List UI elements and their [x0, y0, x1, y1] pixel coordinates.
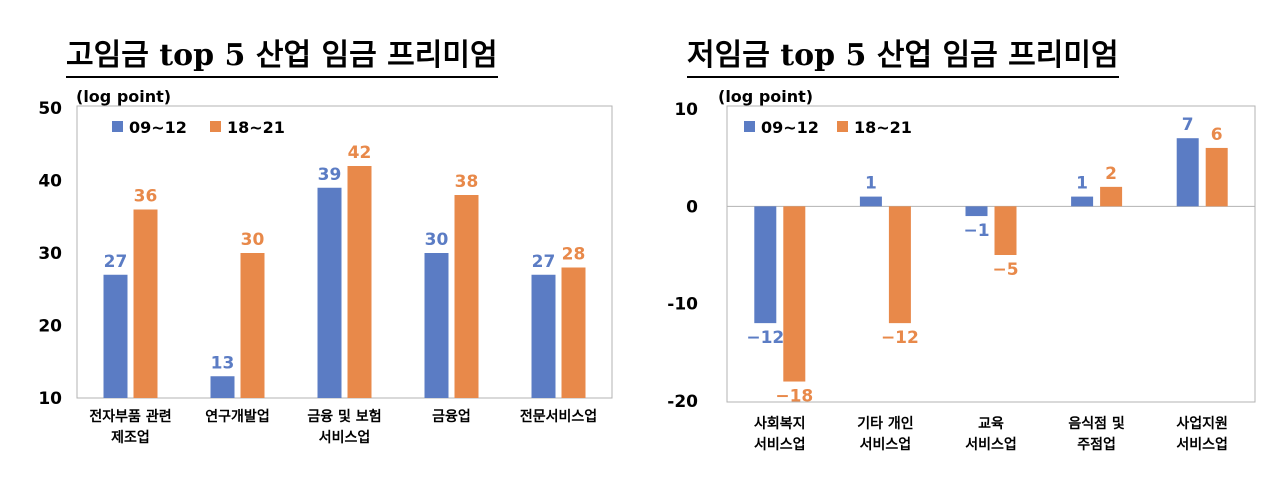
bar-09~12	[424, 253, 449, 398]
plot-area-border	[726, 105, 1256, 403]
y-tick-label: 30	[38, 244, 62, 264]
chart-title-high-wage: 고임금 top 5 산업 임금 프리미엄	[66, 38, 498, 78]
bar-09~12	[1176, 138, 1199, 207]
bar-09~12	[103, 274, 128, 398]
bar-18~21	[994, 206, 1017, 255]
category-label: 제조업	[111, 430, 150, 446]
y-tick-label: 50	[38, 99, 62, 119]
bar-09~12	[1071, 196, 1094, 207]
bar-09~12	[965, 206, 988, 217]
category-label: 사업지원	[1176, 416, 1228, 432]
data-label: −1	[963, 221, 989, 241]
data-label: 30	[241, 230, 265, 250]
y-tick-label: 20	[38, 317, 62, 337]
category-label: 주점업	[1077, 436, 1116, 453]
data-label: 7	[1182, 115, 1194, 135]
category-label: 서비스업	[860, 437, 912, 453]
category-label: 전자부품 관련	[89, 408, 171, 425]
data-label: 28	[562, 245, 586, 265]
legend-swatch	[112, 121, 123, 132]
chart-high-wage: (log point) 10 20 30 40 50 09~12 18~21 27 36 전자부품 …	[38, 87, 613, 446]
y-tick-label: 10	[38, 389, 62, 409]
category-label: 기타 개인	[857, 415, 913, 432]
data-label: 13	[211, 353, 235, 373]
category-label: 사회복지	[754, 416, 806, 432]
legend-swatch	[837, 121, 848, 132]
legend-swatch	[210, 121, 221, 132]
bar-18~21	[240, 253, 265, 398]
bar-18~21	[133, 209, 158, 398]
category-label: 서비스업	[754, 437, 806, 453]
unit-label: (log point)	[76, 87, 171, 106]
y-tick-label: -10	[667, 295, 698, 315]
data-label: 6	[1211, 125, 1223, 145]
legend-swatch	[744, 121, 755, 132]
bar-18~21	[347, 166, 372, 398]
category-label: 서비스업	[965, 437, 1017, 453]
data-label: 42	[348, 143, 372, 163]
category-label: 서비스업	[1176, 437, 1228, 453]
bar-09~12	[859, 196, 882, 207]
category-label: 금융 및 보험	[307, 408, 381, 425]
data-label: 1	[865, 174, 877, 194]
category-label: 음식점 및	[1068, 415, 1125, 432]
plot-area-border	[76, 105, 613, 399]
data-label: 27	[104, 252, 128, 272]
chart-title-low-wage: 저임금 top 5 산업 임금 프리미엄	[687, 38, 1119, 78]
y-tick-label: 10	[674, 100, 698, 120]
bar-18~21	[888, 206, 911, 324]
y-tick-label: -20	[667, 392, 698, 412]
category-label: 연구개발업	[205, 408, 269, 425]
data-label: −12	[881, 328, 919, 348]
bar-09~12	[754, 206, 777, 324]
legend-label: 18~21	[854, 118, 912, 137]
data-label: −12	[746, 328, 784, 348]
data-label: 30	[425, 230, 449, 250]
category-label: 서비스업	[319, 430, 371, 446]
data-label: 27	[532, 252, 556, 272]
bar-18~21	[783, 206, 806, 382]
data-label: 39	[318, 165, 342, 185]
data-label: 38	[455, 172, 479, 192]
category-label: 교육	[978, 416, 1004, 432]
bar-09~12	[210, 376, 235, 398]
category-label: 전문서비스업	[520, 408, 597, 425]
legend-label: 09~12	[761, 118, 819, 137]
chart-panel-low-wage: 저임금 top 5 산업 임금 프리미엄 (log point) -20 -10 0 1…	[640, 0, 1280, 487]
data-label: 1	[1076, 174, 1088, 194]
bar-18~21	[1100, 186, 1123, 207]
bar-09~12	[317, 187, 342, 398]
y-tick-label: 40	[38, 172, 62, 192]
legend-label: 09~12	[129, 118, 187, 137]
data-label: −5	[992, 260, 1018, 280]
chart-panel-high-wage: 고임금 top 5 산업 임금 프리미엄 (log point) 10 20 30 40…	[38, 38, 613, 446]
legend-label: 18~21	[227, 118, 285, 137]
unit-label: (log point)	[718, 87, 813, 106]
bar-09~12	[531, 274, 556, 398]
bar-18~21	[454, 195, 479, 398]
category-label: 금융업	[432, 409, 471, 425]
bar-18~21	[1205, 147, 1228, 207]
y-tick-label: 0	[686, 197, 698, 217]
data-label: −18	[775, 387, 813, 407]
data-label: 2	[1105, 164, 1117, 184]
data-label: 36	[134, 187, 158, 207]
bar-18~21	[561, 267, 586, 398]
